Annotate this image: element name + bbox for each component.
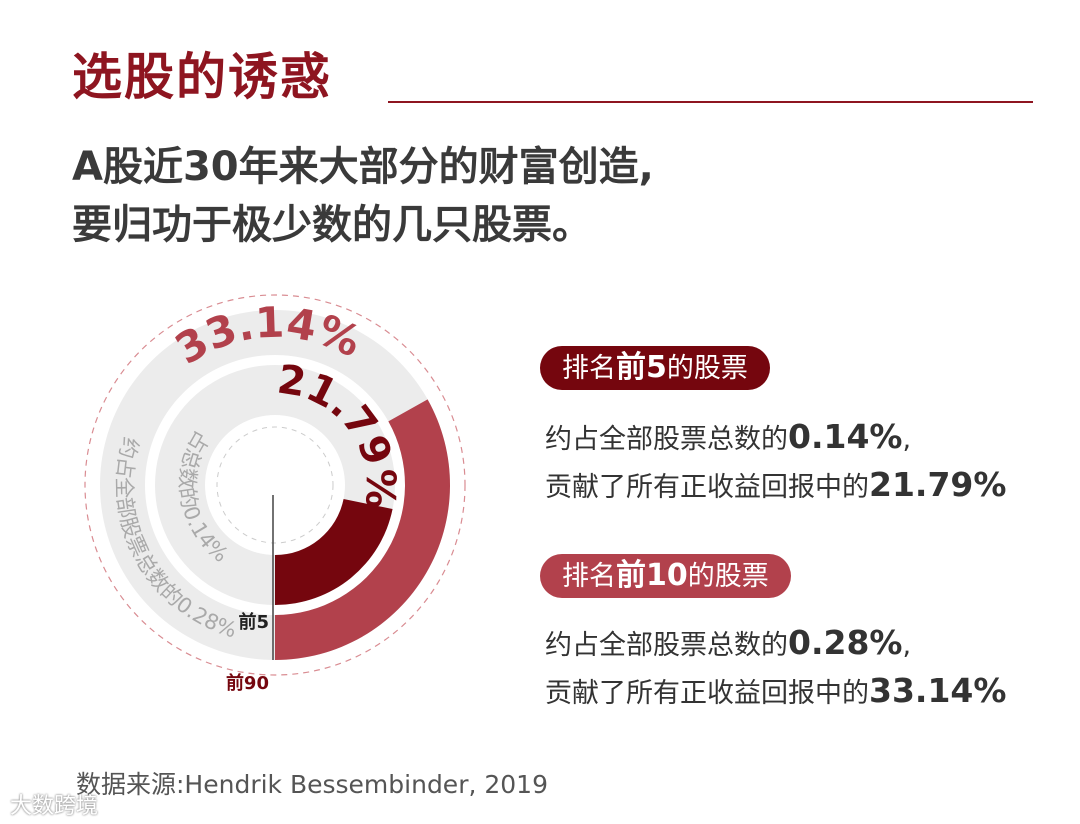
- title-divider: [388, 101, 1033, 103]
- top5-pill-suffix: 的股票: [666, 353, 748, 384]
- subtitle: A股近30年来大部分的财富创造, 要归功于极少数的几只股票。: [72, 138, 654, 254]
- top5-pill-bold: 前5: [616, 350, 667, 385]
- top5-pill: 排名前5的股票: [540, 346, 770, 390]
- top5-line1-end: ,: [902, 424, 912, 455]
- top10-line2-text: 贡献了所有正收益回报中的: [545, 678, 869, 709]
- top10-pill-suffix: 的股票: [687, 561, 769, 592]
- top5-line1-value: 0.14%: [788, 417, 903, 456]
- page-title: 选股的诱惑: [72, 48, 332, 106]
- top10-line1-end: ,: [902, 630, 912, 661]
- top10-line1-value: 0.28%: [788, 623, 903, 662]
- top10-pill-bold: 前10: [616, 558, 688, 593]
- watermark-logo: 大数跨境: [10, 794, 99, 819]
- inner-series-label: 前5: [238, 611, 269, 633]
- data-source: 数据来源:Hendrik Bessembinder, 2019: [76, 770, 548, 799]
- top5-line1-text: 约占全部股票总数的: [545, 424, 788, 455]
- top5-description: 约占全部股票总数的0.14%, 贡献了所有正收益回报中的21.79%: [545, 414, 1006, 510]
- top5-pill-prefix: 排名: [562, 353, 616, 384]
- subtitle-line-2: 要归功于极少数的几只股票。: [72, 202, 592, 248]
- top10-description: 约占全部股票总数的0.28%, 贡献了所有正收益回报中的33.14%: [545, 620, 1006, 716]
- top5-line2-text: 贡献了所有正收益回报中的: [545, 472, 869, 503]
- subtitle-line-1: A股近30年来大部分的财富创造,: [72, 144, 654, 190]
- top10-line2-value: 33.14%: [869, 671, 1007, 710]
- inner-ring-value-arc: [275, 499, 393, 605]
- outer-ring-value-arc: [275, 399, 450, 660]
- top10-pill-prefix: 排名: [562, 561, 616, 592]
- top5-line2-value: 21.79%: [869, 465, 1007, 504]
- outer-series-label: 前90: [226, 672, 269, 694]
- outer-dashed-guide: [84, 294, 466, 676]
- top10-pill: 排名前10的股票: [540, 554, 791, 598]
- center-dashed-circle: [216, 426, 334, 544]
- top10-line1-text: 约占全部股票总数的: [545, 630, 788, 661]
